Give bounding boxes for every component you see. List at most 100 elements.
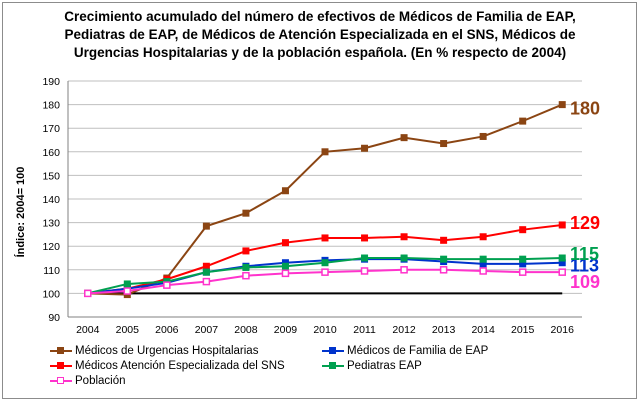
legend-item: Población — [50, 374, 126, 388]
data-point — [123, 280, 131, 288]
y-tick-labels: 90 100 110 120 130 140 150 160 170 180 190 — [42, 76, 60, 324]
data-point — [242, 263, 250, 271]
y-axis-label: Índice: 2004= 100 — [14, 167, 27, 258]
y-tick-label: 100 — [42, 288, 60, 300]
data-point — [518, 268, 527, 276]
chart-title-line-3: Urgencias Hospitalarias y de la població… — [73, 45, 567, 60]
data-point — [479, 233, 487, 241]
chart-frame — [2, 2, 637, 399]
x-tick-label: 2012 — [392, 324, 416, 336]
data-point — [558, 268, 566, 276]
legend-item: Médicos de Familia de EAP — [322, 344, 488, 358]
x-tick-label: 2007 — [195, 324, 219, 336]
data-point — [321, 259, 329, 267]
data-point — [558, 101, 566, 109]
data-point — [202, 277, 211, 286]
data-point — [519, 255, 527, 263]
chart-title: Crecimiento acumulado del número de efec… — [40, 8, 600, 62]
y-tick-label: 190 — [42, 76, 60, 88]
data-point — [400, 134, 408, 142]
y-tick-label: 120 — [42, 241, 60, 253]
data-point — [281, 187, 289, 195]
series-end-label: 129 — [570, 213, 600, 233]
data-point — [361, 234, 369, 242]
data-point — [400, 254, 408, 262]
data-point — [519, 260, 527, 268]
x-tick-label: 2006 — [155, 324, 179, 336]
x-tick-label: 2005 — [116, 324, 140, 336]
data-point — [281, 262, 289, 270]
series-end-label: 115 — [570, 244, 599, 264]
legend-label: Población — [75, 375, 126, 387]
x-tick-labels: 2004 2005 2006 2007 2008 2009 2010 2011 2012 2013… — [76, 324, 574, 336]
data-point — [439, 266, 448, 274]
data-point — [479, 267, 487, 275]
data-point — [321, 234, 329, 242]
data-point — [202, 262, 210, 270]
data-point — [123, 287, 132, 295]
y-tick-label: 130 — [42, 218, 60, 230]
x-tick-label: 2015 — [511, 324, 535, 336]
legend-swatch — [50, 376, 72, 386]
x-tick-label: 2004 — [76, 324, 100, 336]
data-point — [440, 140, 448, 148]
y-tick-label: 150 — [42, 170, 60, 182]
legend-swatch — [322, 361, 344, 371]
data-point — [163, 281, 171, 289]
data-point — [242, 247, 250, 255]
legend-swatch — [50, 346, 72, 356]
data-point — [281, 259, 289, 267]
data-point — [558, 259, 566, 267]
y-tick-label: 90 — [48, 312, 60, 324]
series-end-label: 180 — [570, 99, 600, 119]
data-point — [558, 254, 566, 262]
data-point — [400, 266, 408, 274]
y-tick-label: 110 — [43, 265, 60, 277]
data-point — [479, 260, 487, 268]
data-point — [400, 233, 408, 241]
data-point — [519, 117, 527, 125]
x-tick-label: 2009 — [274, 324, 298, 336]
chart-title-line-1: Crecimiento acumulado del número de efec… — [64, 9, 576, 24]
data-point — [242, 209, 250, 217]
data-point — [242, 271, 250, 280]
series-lines — [84, 101, 566, 299]
data-point — [519, 226, 527, 234]
legend-label: Médicos de Urgencias Hospitalarias — [75, 345, 259, 357]
data-point — [84, 289, 92, 298]
legend-swatch — [322, 346, 344, 356]
legend-item: Médicos Atención Especializada del SNS — [50, 359, 285, 373]
legend-item: Pediatras EAP — [322, 359, 422, 373]
data-point — [321, 148, 329, 156]
chart-title-line-2: Pediatras de EAP, de Médicos de Atención… — [64, 27, 576, 42]
data-point — [281, 269, 290, 278]
data-point — [202, 268, 210, 276]
y-tick-label: 180 — [42, 100, 60, 112]
data-point — [479, 132, 487, 140]
axes — [67, 81, 582, 318]
data-point — [360, 267, 369, 275]
legend-label: Médicos Atención Especializada del SNS — [75, 360, 285, 372]
data-point — [361, 144, 369, 152]
x-tick-label: 2013 — [432, 324, 456, 336]
data-point — [202, 222, 210, 230]
data-point — [440, 236, 448, 244]
data-point — [361, 254, 369, 262]
x-tick-label: 2014 — [471, 324, 495, 336]
series-end-label: 113 — [570, 256, 599, 276]
legend-label: Pediatras EAP — [347, 360, 422, 372]
y-tick-label: 170 — [42, 123, 60, 135]
legend-label: Médicos de Familia de EAP — [347, 345, 489, 357]
gridlines — [68, 80, 582, 318]
x-tick-label: 2016 — [551, 324, 575, 336]
data-point — [558, 221, 566, 229]
data-point — [479, 255, 487, 263]
data-point — [321, 268, 329, 276]
series-end-label: 109 — [570, 272, 600, 292]
data-point — [440, 255, 448, 263]
y-tick-label: 160 — [42, 147, 60, 159]
x-tick-label: 2008 — [234, 324, 258, 336]
x-tick-label: 2011 — [353, 324, 376, 336]
